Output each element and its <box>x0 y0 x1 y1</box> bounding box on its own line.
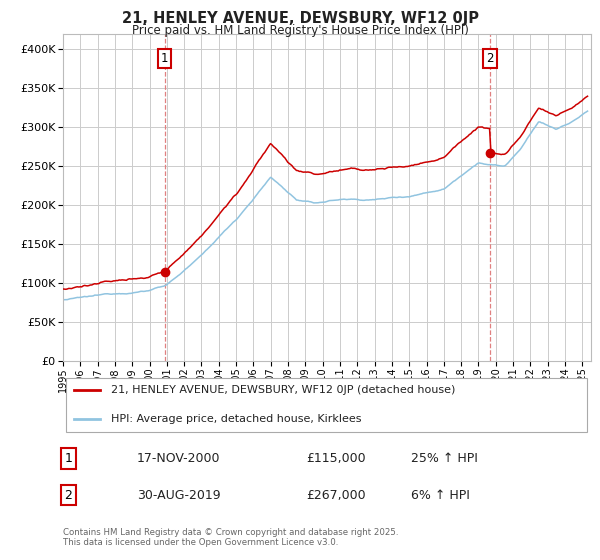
Text: 2: 2 <box>64 489 72 502</box>
Text: 6% ↑ HPI: 6% ↑ HPI <box>412 489 470 502</box>
Text: £115,000: £115,000 <box>306 452 365 465</box>
Text: 30-AUG-2019: 30-AUG-2019 <box>137 489 221 502</box>
Text: 1: 1 <box>64 452 72 465</box>
Text: £267,000: £267,000 <box>306 489 365 502</box>
Text: 21, HENLEY AVENUE, DEWSBURY, WF12 0JP: 21, HENLEY AVENUE, DEWSBURY, WF12 0JP <box>121 11 479 26</box>
Text: Price paid vs. HM Land Registry's House Price Index (HPI): Price paid vs. HM Land Registry's House … <box>131 24 469 36</box>
Text: Contains HM Land Registry data © Crown copyright and database right 2025.
This d: Contains HM Land Registry data © Crown c… <box>63 528 398 547</box>
Text: 25% ↑ HPI: 25% ↑ HPI <box>412 452 478 465</box>
FancyBboxPatch shape <box>65 377 587 432</box>
Text: 1: 1 <box>161 52 169 65</box>
Text: 2: 2 <box>486 52 494 65</box>
Text: HPI: Average price, detached house, Kirklees: HPI: Average price, detached house, Kirk… <box>110 414 361 424</box>
Text: 17-NOV-2000: 17-NOV-2000 <box>137 452 220 465</box>
Text: 21, HENLEY AVENUE, DEWSBURY, WF12 0JP (detached house): 21, HENLEY AVENUE, DEWSBURY, WF12 0JP (d… <box>110 385 455 395</box>
